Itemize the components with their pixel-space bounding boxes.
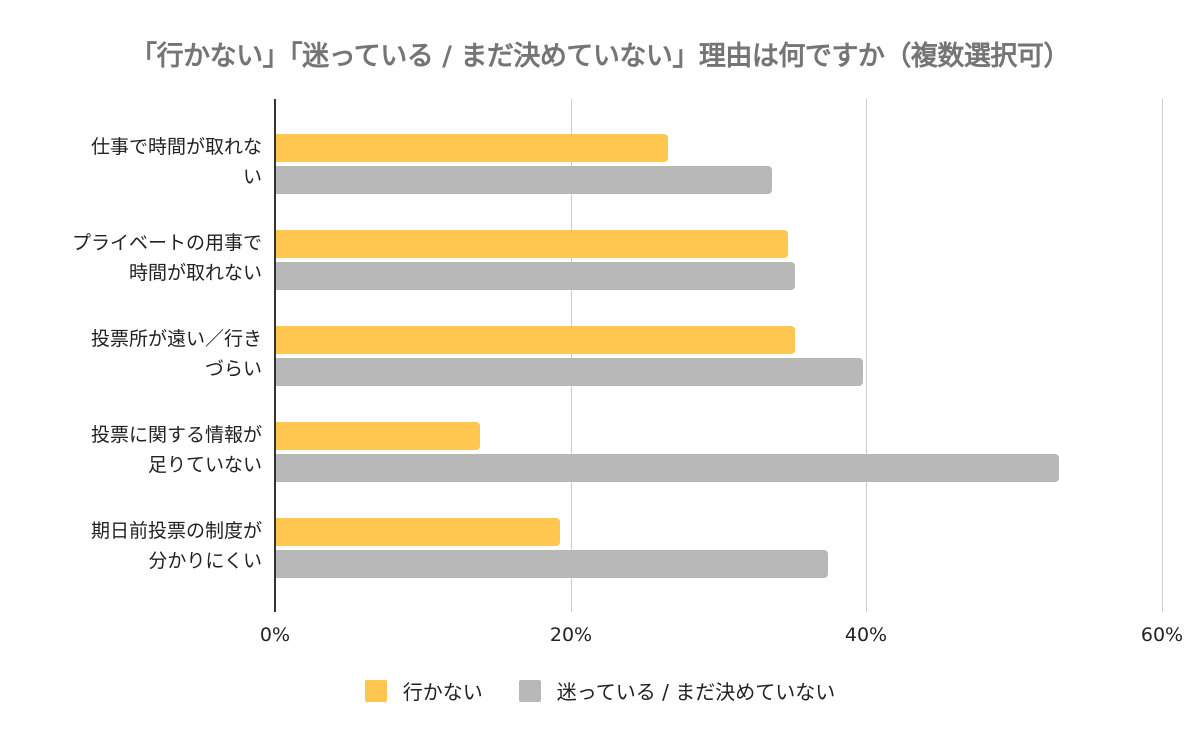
x-tick-label: 20% bbox=[549, 624, 593, 646]
category-label: 投票所が遠い／行きづらい bbox=[22, 324, 262, 384]
category-label-line: い bbox=[242, 166, 262, 188]
legend-item-not-going[interactable]: 行かない bbox=[364, 676, 483, 705]
bar-not-going bbox=[275, 518, 560, 546]
bar-not-going bbox=[275, 134, 668, 162]
chart-title: 「行かない」「迷っている / まだ決めていない」理由は何ですか（複数選択可） bbox=[130, 41, 1070, 72]
category-label: 投票に関する情報が足りていない bbox=[22, 420, 262, 480]
x-tick-label: 0% bbox=[259, 624, 291, 646]
bar-undecided bbox=[275, 358, 863, 386]
category-label: プライベートの用事で時間が取れない bbox=[22, 228, 262, 288]
legend-item-undecided[interactable]: 迷っている / まだ決めていない bbox=[518, 676, 836, 705]
x-tick-label: 60% bbox=[1140, 624, 1184, 646]
bar-not-going bbox=[275, 326, 795, 354]
legend-swatch bbox=[364, 679, 387, 702]
category-label: 仕事で時間が取れない bbox=[22, 132, 262, 192]
bar-undecided bbox=[275, 262, 795, 290]
category-label-line: プライベートの用事で bbox=[71, 232, 262, 254]
gridline bbox=[866, 99, 867, 612]
gridline bbox=[1162, 99, 1163, 612]
legend-swatch bbox=[518, 679, 541, 702]
category-label-line: 仕事で時間が取れな bbox=[90, 136, 262, 158]
x-tick-label: 40% bbox=[844, 624, 888, 646]
category-label-line: 分かりにくい bbox=[148, 550, 262, 572]
category-label-line: 投票に関する情報が bbox=[90, 424, 262, 446]
category-label-line: づらい bbox=[204, 358, 262, 380]
legend-label: 迷っている / まだ決めていない bbox=[556, 680, 836, 704]
category-label-line: 時間が取れない bbox=[128, 262, 262, 284]
y-axis-line bbox=[274, 99, 276, 612]
legend-label: 行かない bbox=[402, 680, 483, 704]
category-label-line: 投票所が遠い／行き bbox=[90, 328, 262, 350]
category-label-line: 期日前投票の制度が bbox=[90, 520, 262, 542]
bar-undecided bbox=[275, 550, 828, 578]
bar-not-going bbox=[275, 422, 480, 450]
gridline bbox=[571, 99, 572, 612]
bar-not-going bbox=[275, 230, 788, 258]
legend: 行かない 迷っている / まだ決めていない bbox=[0, 676, 1200, 705]
category-label: 期日前投票の制度が分かりにくい bbox=[22, 516, 262, 576]
bar-undecided bbox=[275, 454, 1059, 482]
bar-undecided bbox=[275, 166, 772, 194]
category-label-line: 足りていない bbox=[147, 454, 262, 476]
